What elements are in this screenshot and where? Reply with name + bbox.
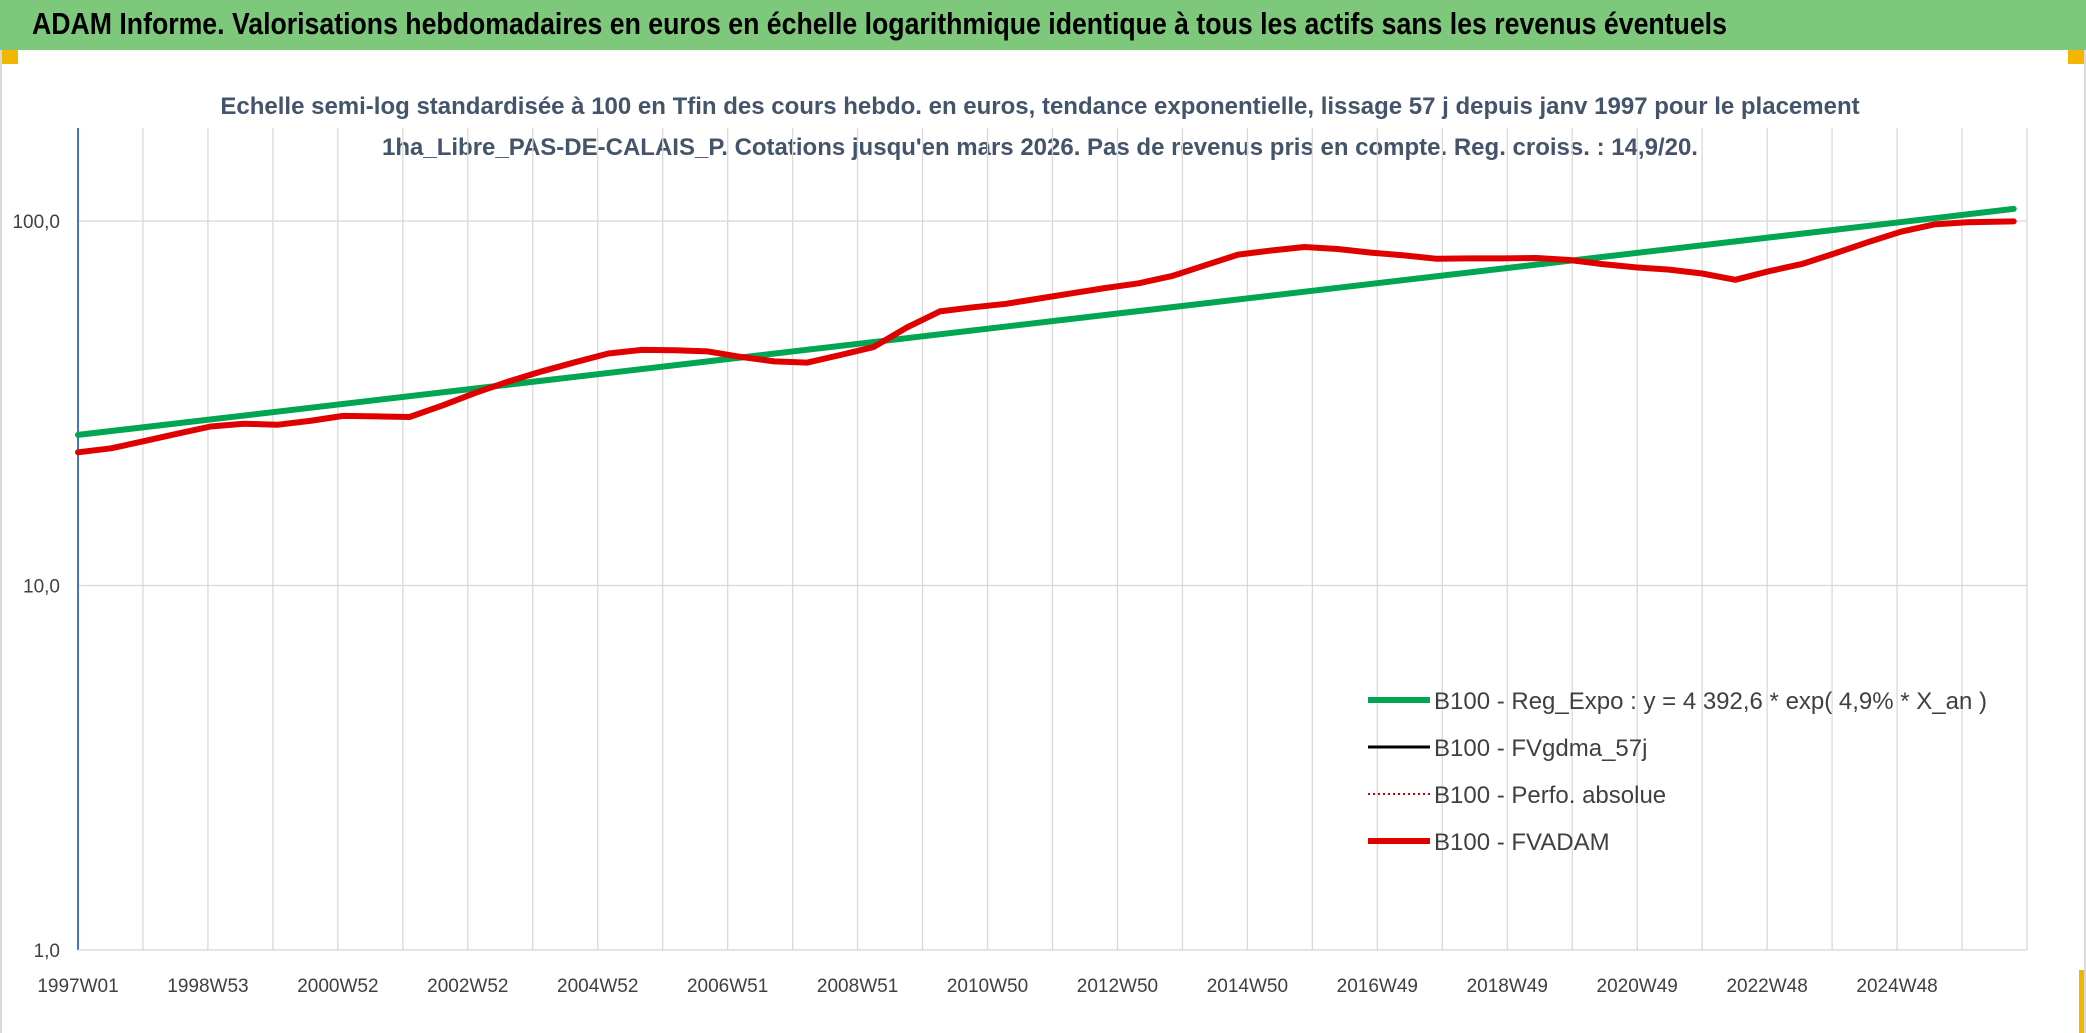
legend-label-0: B100 - Reg_Expo : y = 4 392,6 * exp( 4,9…: [1434, 688, 1987, 715]
x-tick-label: 2008W51: [817, 976, 898, 997]
x-tick-label: 2022W48: [1726, 976, 1807, 997]
x-tick-label: 2006W51: [687, 976, 768, 997]
x-tick-label: 2004W52: [557, 976, 638, 997]
x-tick-label: 2016W49: [1337, 976, 1418, 997]
x-tick-label: 2002W52: [427, 976, 508, 997]
x-tick-label: 2018W49: [1467, 976, 1548, 997]
header-bar: ADAM Informe. Valorisations hebdomadaire…: [0, 0, 2086, 50]
legend-label-2: B100 - Perfo. absolue: [1434, 782, 1666, 809]
x-tick-label: 2012W50: [1077, 976, 1158, 997]
chart-title: Echelle semi-log standardisée à 100 en T…: [220, 93, 1860, 161]
corner-mark-bottom-right: [2079, 970, 2086, 1033]
y-tick-label: 10,0: [23, 577, 60, 598]
x-tick-label: 2010W50: [947, 976, 1028, 997]
x-tick-label: 1997W01: [37, 976, 118, 997]
series-lines: [75, 205, 2017, 456]
legend-label-1: B100 - FVgdma_57j: [1434, 735, 1647, 762]
series-line-3: [75, 218, 2017, 456]
y-tick-label: 100,0: [12, 212, 60, 233]
x-tick-label: 2024W48: [1856, 976, 1937, 997]
gridlines: [78, 128, 2028, 951]
y-tick-label: 1,0: [34, 941, 60, 962]
legend: B100 - Reg_Expo : y = 4 392,6 * exp( 4,9…: [1368, 688, 1987, 856]
x-tick-label: 2014W50: [1207, 976, 1288, 997]
corner-mark-top-right: [2068, 50, 2086, 64]
series-line-0: [75, 205, 2017, 438]
legend-label-3: B100 - FVADAM: [1434, 829, 1610, 856]
x-tick-label: 2000W52: [297, 976, 378, 997]
x-tick-label: 2020W49: [1597, 976, 1678, 997]
chart-frame: [0, 50, 2086, 1033]
header-title: ADAM Informe. Valorisations hebdomadaire…: [32, 6, 1727, 41]
corner-mark-top-left: [0, 50, 18, 64]
x-tick-label: 1998W53: [167, 976, 248, 997]
axes: [77, 128, 2027, 951]
tick-labels: 1,0 10,0 100,0 1997W01 1998W53 2000W52 2002W52…: [12, 212, 1937, 997]
